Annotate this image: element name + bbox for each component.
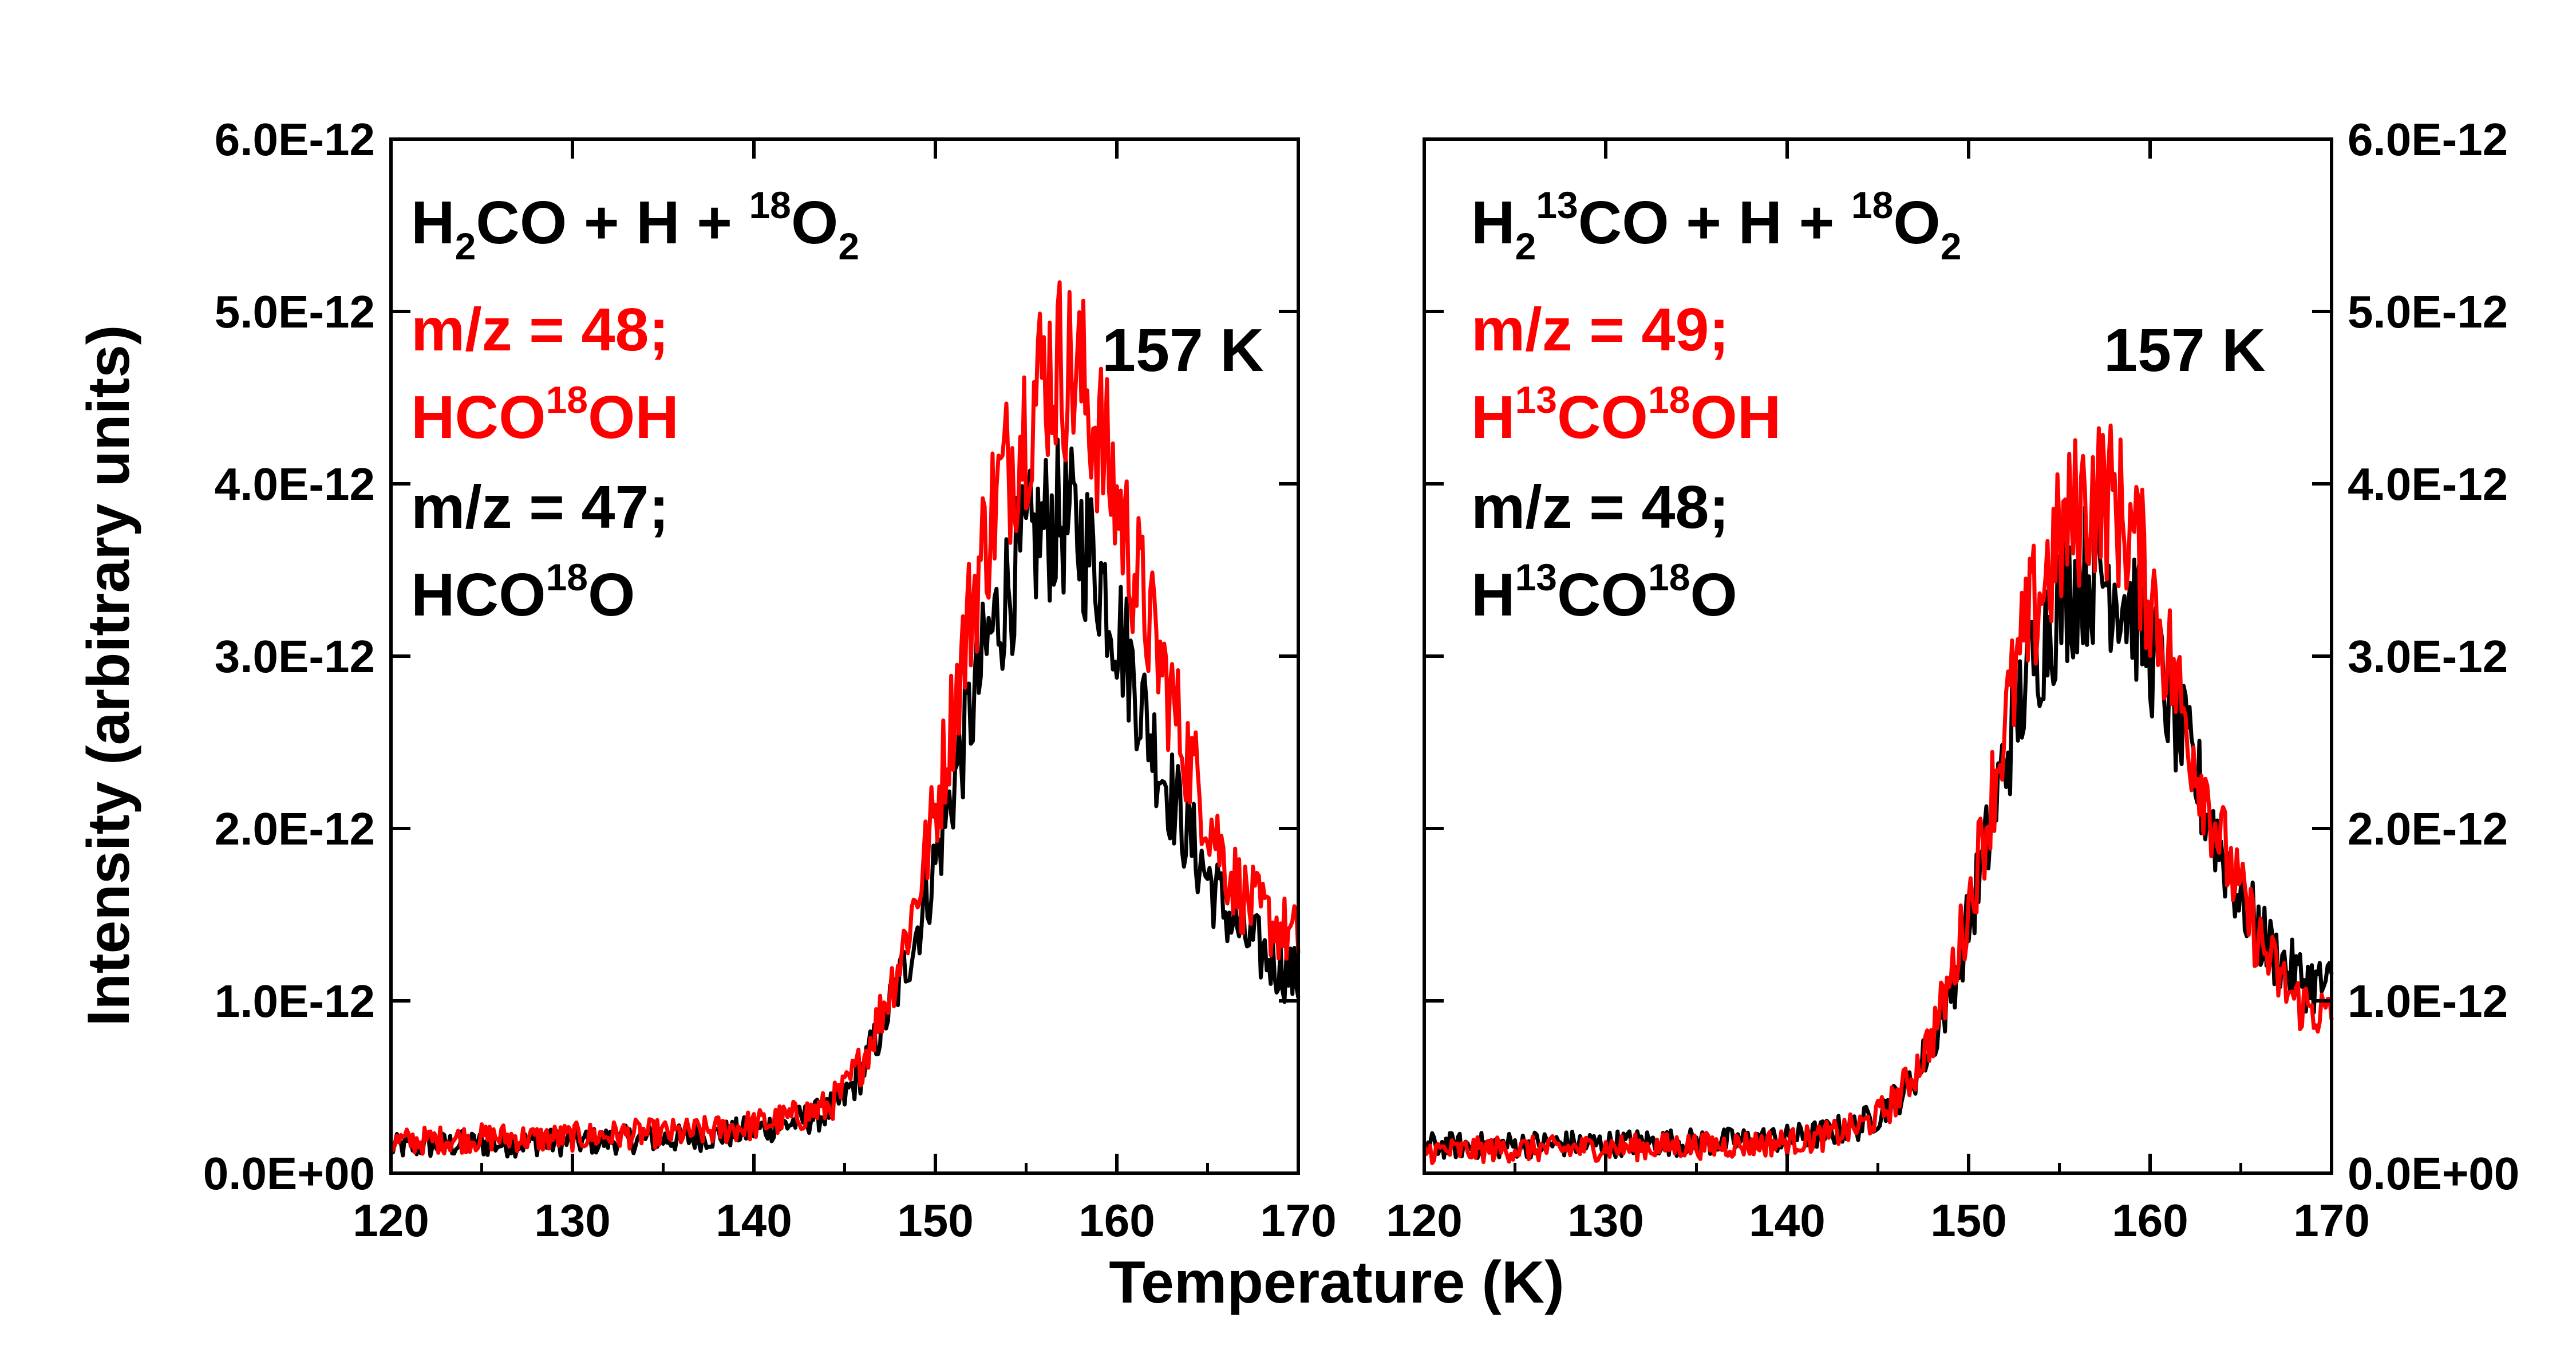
- left-red-species-label: HCO18OH: [411, 378, 679, 451]
- right-y-tick-label: 5.0E-12: [2348, 286, 2508, 337]
- left-series-black-line: [389, 437, 1301, 1159]
- right-x-tick-label: 150: [1930, 1195, 2006, 1246]
- right-black-mz-label: m/z = 48;: [1471, 474, 1729, 541]
- right-y-tick-label: 2.0E-12: [2348, 803, 2508, 854]
- right-red-species-label: H13CO18OH: [1471, 378, 1781, 451]
- right-x-tick-label: 120: [1386, 1195, 1462, 1246]
- right-y-tick-label: 6.0E-12: [2348, 114, 2508, 165]
- right-peak-label: 157 K: [2104, 317, 2266, 384]
- left-y-tick-label: 1.0E-12: [215, 976, 375, 1027]
- left-y-tick-label: 0.0E+00: [203, 1148, 375, 1199]
- right-black-species-label: H13CO18O: [1471, 556, 1737, 629]
- left-panel: 120 130 140 150 160 170 0.0E+00 1.0E-12 2.0E-12 3…: [203, 114, 1337, 1246]
- right-y-tick-label: 1.0E-12: [2348, 976, 2508, 1027]
- left-x-tick-label: 170: [1260, 1195, 1336, 1246]
- y-axis-title: Intensity (arbitrary units): [76, 325, 142, 1026]
- right-x-tick-label: 130: [1567, 1195, 1643, 1246]
- left-peak-label: 157 K: [1102, 317, 1264, 384]
- left-red-mz-label: m/z = 48;: [411, 296, 669, 364]
- left-y-tick-label: 3.0E-12: [215, 631, 375, 682]
- left-y-tick-label: 5.0E-12: [215, 286, 375, 337]
- right-x-tick-label: 140: [1749, 1195, 1825, 1246]
- left-y-tick-label: 2.0E-12: [215, 803, 375, 854]
- left-title-text: H2CO + H + 18O2: [411, 184, 859, 267]
- left-x-tick-label: 130: [534, 1195, 610, 1246]
- right-red-mz-label: m/z = 49;: [1471, 296, 1729, 364]
- left-x-tick-label: 150: [897, 1195, 973, 1246]
- right-plot-frame: [1423, 137, 2333, 1175]
- left-black-mz-label: m/z = 47;: [411, 474, 669, 541]
- right-series-red-line: [1422, 423, 2334, 1165]
- left-x-tick-label: 120: [353, 1195, 429, 1246]
- right-x-tick-label: 160: [2112, 1195, 2188, 1246]
- left-y-tick-label: 4.0E-12: [215, 459, 375, 510]
- right-y-tick-label: 4.0E-12: [2348, 459, 2508, 510]
- left-x-tick-label: 160: [1078, 1195, 1155, 1246]
- right-y-tick-label: 3.0E-12: [2348, 631, 2508, 682]
- left-y-tick-label: 6.0E-12: [215, 114, 375, 165]
- left-x-tick-label: 140: [716, 1195, 792, 1246]
- right-title-text: H213CO + H + 18O2: [1471, 184, 1961, 267]
- right-y-tick-label: 0.0E+00: [2348, 1148, 2519, 1199]
- left-black-species-label: HCO18O: [411, 556, 635, 629]
- right-x-tick-label: 170: [2293, 1195, 2369, 1246]
- left-series-red-line: [389, 280, 1301, 1156]
- x-axis-title: Temperature (K): [1109, 1249, 1564, 1316]
